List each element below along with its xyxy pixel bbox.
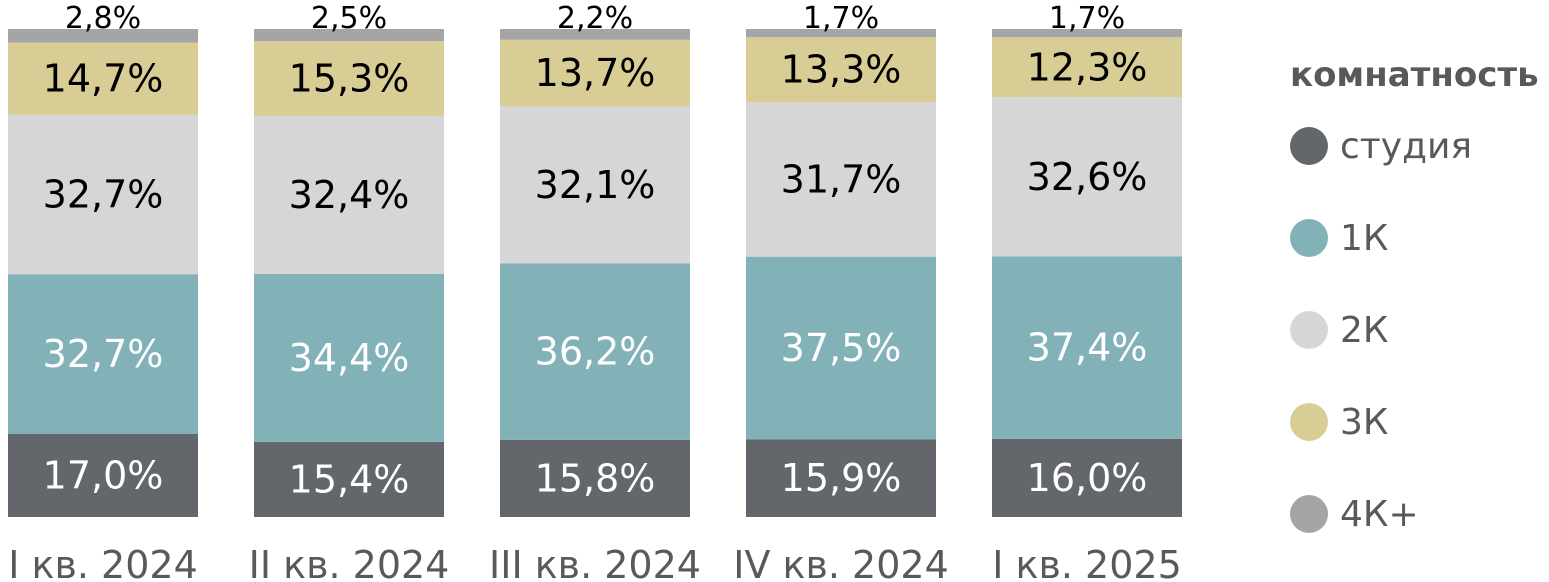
- category-label: I кв. 2024: [8, 543, 198, 582]
- bars-group: [8, 29, 1182, 517]
- bar-segment: [500, 106, 690, 264]
- category-labels-group: I кв. 2024 II кв. 2024 III кв. 2024 IV кв. …: [8, 543, 1182, 582]
- bar-segment-label: 31,7%: [781, 157, 902, 201]
- bar-segment-label: 36,2%: [535, 330, 656, 374]
- legend-item: 2К: [1290, 284, 1549, 376]
- bar-segment: [254, 273, 444, 442]
- bar-segment-label: 15,8%: [535, 456, 656, 500]
- category-label: II кв. 2024: [249, 543, 450, 582]
- legend-label: 1К: [1340, 217, 1389, 259]
- legend-item: студия: [1290, 100, 1549, 192]
- legend-swatch-icon: [1290, 127, 1328, 165]
- bar-segment: [8, 42, 198, 115]
- bar-segment: [992, 256, 1182, 439]
- bar-segment: [8, 274, 198, 434]
- bar-segment: [992, 29, 1182, 38]
- bar-segment-label: 37,4%: [1027, 326, 1148, 370]
- bar-segment: [254, 115, 444, 274]
- bar-segment-label: 2,2%: [557, 1, 633, 36]
- legend-item: 4К+: [1290, 468, 1549, 560]
- legend-item: 3К: [1290, 376, 1549, 468]
- legend-label: 4К+: [1340, 493, 1419, 535]
- bar-segment: [992, 438, 1182, 517]
- bar-segment: [8, 433, 198, 517]
- bar-segment: [746, 29, 936, 38]
- bar-segment: [254, 29, 444, 42]
- category-label: III кв. 2024: [489, 543, 701, 582]
- bar-segment: [254, 41, 444, 116]
- legend-item: 1К: [1290, 192, 1549, 284]
- bar-segment: [992, 37, 1182, 98]
- bar-segment-label: 32,4%: [289, 173, 410, 217]
- bar-segment: [746, 102, 936, 257]
- bar-segment-label: 1,7%: [803, 1, 879, 36]
- segment-labels-group: 17,0% 32,7% 32,7% 14,7% 2,8% 15,4% 34,4% 32,4% 1…: [43, 1, 1148, 501]
- legend-title: комнатность: [1290, 55, 1539, 95]
- bar-segment: [500, 439, 690, 517]
- category-label: IV кв. 2024: [733, 543, 949, 582]
- legend-items: студия 1К 2К 3К 4К+: [1290, 100, 1549, 560]
- bar-segment-label: 32,7%: [43, 332, 164, 376]
- bar-segment-label: 32,6%: [1027, 155, 1148, 199]
- bar-segment-label: 15,3%: [289, 57, 410, 101]
- legend-label: студия: [1340, 125, 1473, 167]
- legend: комнатность студия 1К 2К 3К 4К+: [1290, 50, 1549, 560]
- bar-segment-label: 14,7%: [43, 57, 164, 101]
- bar-segment: [500, 39, 690, 107]
- bar-segment-label: 16,0%: [1027, 456, 1148, 500]
- legend-label: 3К: [1340, 401, 1389, 443]
- bar-segment-label: 13,7%: [535, 51, 656, 95]
- bar-segment: [746, 256, 936, 440]
- bar-segment-label: 32,7%: [43, 172, 164, 216]
- legend-swatch-icon: [1290, 219, 1328, 257]
- bar-segment-label: 12,3%: [1027, 45, 1148, 89]
- bar-segment: [8, 29, 198, 43]
- bar-segment: [500, 29, 690, 40]
- legend-swatch-icon: [1290, 311, 1328, 349]
- bar-segment-label: 2,8%: [65, 1, 141, 36]
- bar-segment: [746, 439, 936, 517]
- bar-segment: [254, 441, 444, 517]
- bar-segment-label: 17,0%: [43, 453, 164, 497]
- bar-segment-label: 37,5%: [781, 326, 902, 370]
- bar-segment-label: 13,3%: [781, 48, 902, 92]
- bar-segment: [8, 114, 198, 275]
- bar-segment: [746, 37, 936, 103]
- category-label: I кв. 2025: [992, 543, 1182, 582]
- bar-segment-label: 34,4%: [289, 336, 410, 380]
- bar-segment-label: 2,5%: [311, 1, 387, 36]
- bar-segment-label: 15,9%: [781, 456, 902, 500]
- bar-segment: [500, 263, 690, 440]
- bar-segment-label: 15,4%: [289, 457, 410, 501]
- bar-segment-label: 32,1%: [535, 163, 656, 207]
- bar-segment: [992, 97, 1182, 257]
- legend-swatch-icon: [1290, 495, 1328, 533]
- bar-segment-label: 1,7%: [1049, 1, 1125, 36]
- legend-label: 2К: [1340, 309, 1389, 351]
- legend-swatch-icon: [1290, 403, 1328, 441]
